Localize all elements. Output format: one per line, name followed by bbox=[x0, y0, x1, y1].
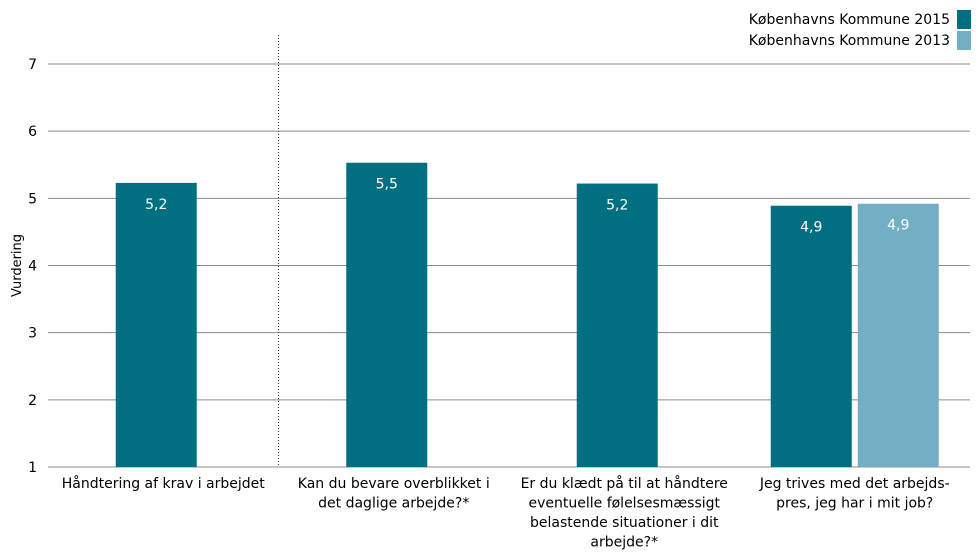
bar-value-label: 5,2 bbox=[606, 198, 628, 214]
category-label: Håndtering af krav i arbejdet bbox=[62, 475, 266, 492]
category-label: arbejde?* bbox=[590, 535, 658, 551]
legend-label: Københavns Kommune 2013 bbox=[749, 33, 950, 49]
category-label: Kan du bevare overblikket i bbox=[298, 476, 490, 492]
legend-swatch bbox=[957, 10, 971, 29]
bar-value-label: 5,2 bbox=[145, 197, 167, 213]
bar bbox=[857, 203, 939, 467]
bar bbox=[346, 162, 428, 468]
y-tick-label: 6 bbox=[28, 124, 37, 140]
y-axis-label: Vurdering bbox=[10, 234, 25, 297]
bar bbox=[770, 205, 852, 467]
category-label: Jeg trives med det arbejds- bbox=[759, 476, 950, 492]
category-label: det daglige arbejde?* bbox=[318, 496, 469, 512]
y-tick-label: 5 bbox=[28, 191, 37, 207]
category-label: Er du klædt på til at håndtere bbox=[521, 475, 728, 492]
y-tick-label: 1 bbox=[28, 460, 37, 476]
y-tick-label: 2 bbox=[28, 393, 37, 409]
category-label: eventuelle følelsesmæssigt bbox=[528, 496, 720, 512]
legend-swatch bbox=[957, 31, 971, 50]
y-tick-label: 7 bbox=[28, 57, 37, 73]
y-tick-label: 3 bbox=[28, 326, 37, 342]
bar-value-label: 4,9 bbox=[800, 220, 822, 236]
bar bbox=[576, 183, 658, 467]
legend-label: Københavns Kommune 2015 bbox=[749, 12, 950, 28]
bar bbox=[115, 182, 197, 467]
category-label: belastende situationer i dit bbox=[530, 515, 719, 531]
category-label: pres, jeg har i mit job? bbox=[776, 496, 933, 512]
bar-value-label: 4,9 bbox=[887, 218, 909, 234]
bar-value-label: 5,5 bbox=[376, 177, 398, 193]
y-tick-label: 4 bbox=[28, 259, 37, 275]
